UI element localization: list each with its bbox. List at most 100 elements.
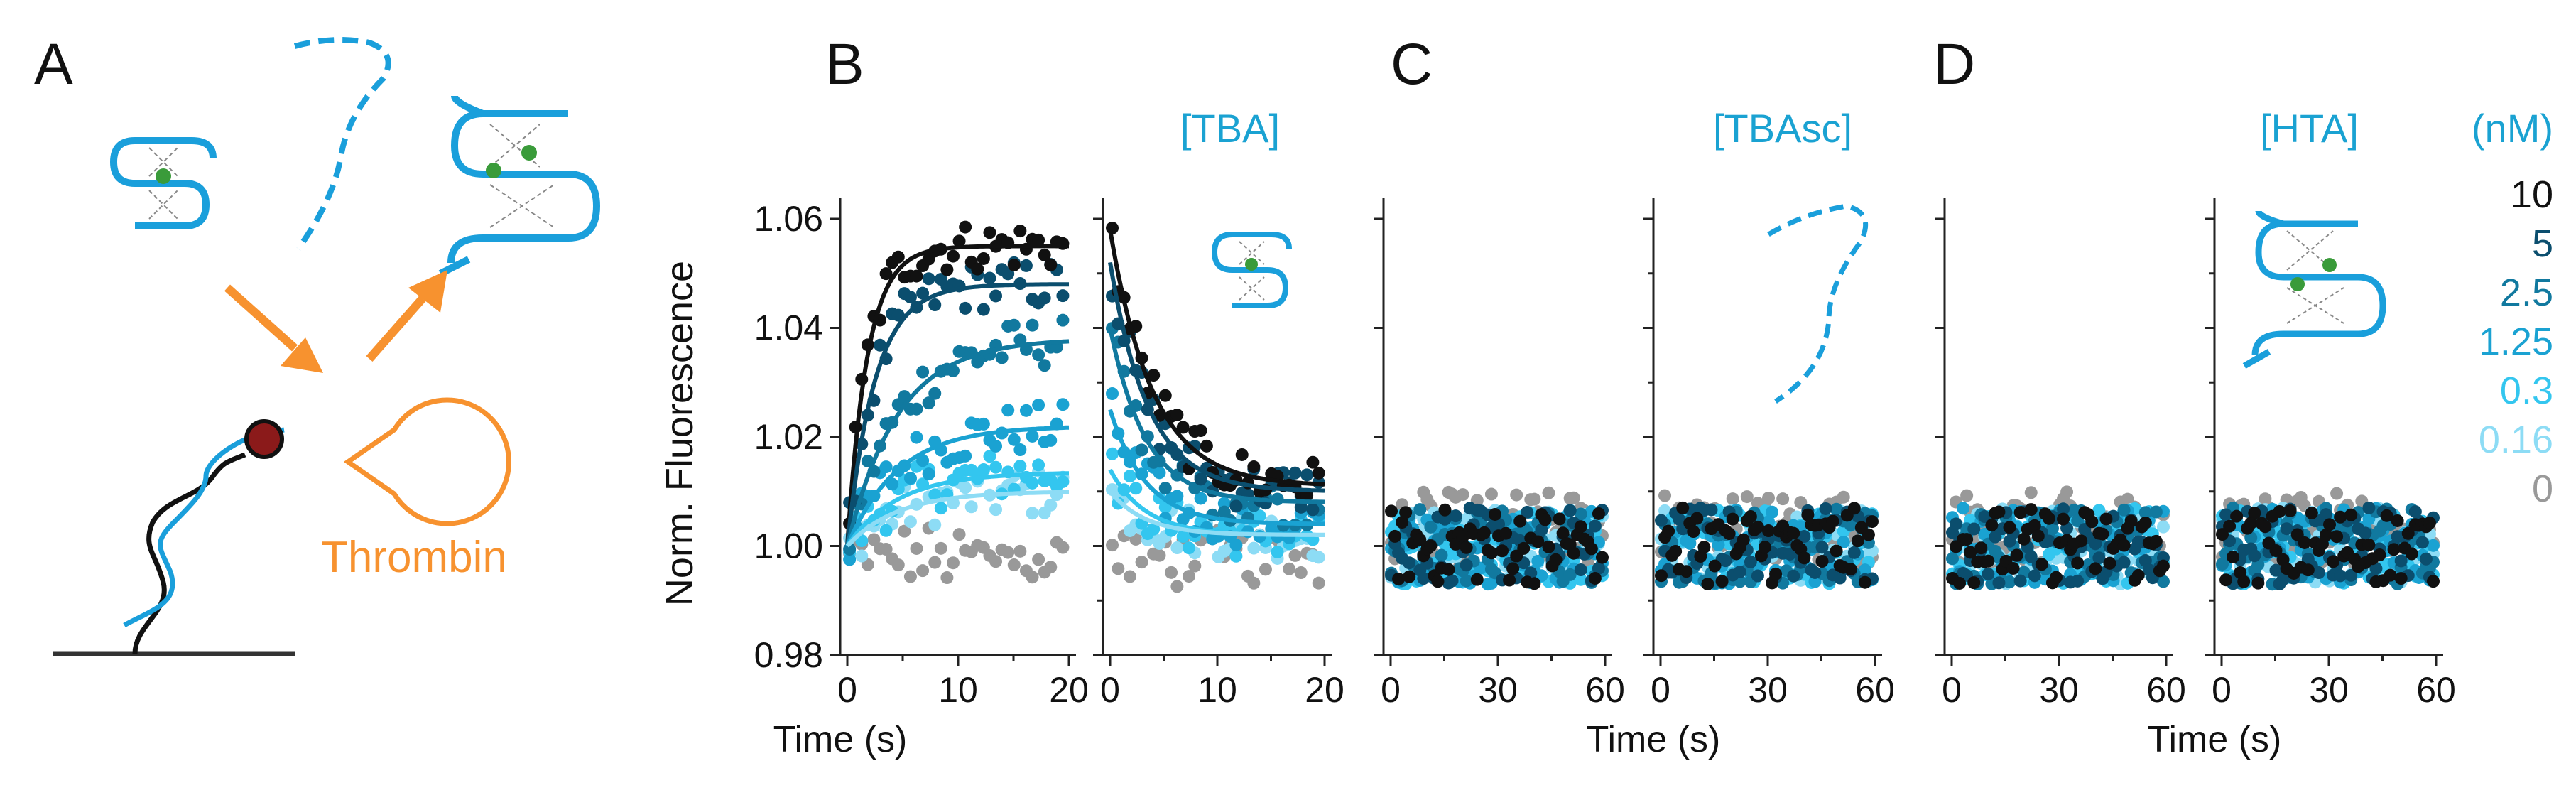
y-tick-label: 1.00 [754,526,823,566]
data-point [2089,537,2102,551]
data-point [2124,514,2138,528]
data-point [1438,503,1452,517]
data-point [1019,404,1033,417]
data-point [1399,506,1413,519]
data-point [1737,533,1750,546]
data-point [2003,575,2016,588]
data-point [1106,387,1119,401]
data-point [1413,503,1427,517]
data-point [2312,566,2325,580]
data-point [916,564,930,578]
data-point [2237,575,2251,588]
data-point [1044,258,1058,271]
data-point [843,542,857,556]
tbasc-inset-icon [1767,203,1869,404]
data-point [2057,512,2070,526]
data-point [989,460,1003,474]
data-point [1740,490,1754,504]
data-point [1837,535,1850,548]
data-point [1985,519,1999,532]
data-point [1574,520,1587,534]
data-point [2251,576,2265,590]
data-point [1844,563,1857,576]
data-point [1438,512,1452,526]
data-point [1847,502,1861,515]
data-point [1259,563,1272,576]
data-point [2387,543,2401,556]
data-point [1253,509,1266,523]
data-point [989,555,1003,568]
data-point [1680,565,1693,578]
data-point [2028,569,2041,583]
legend-unit: (nM) [2472,106,2553,151]
data-point [1499,526,1513,540]
data-point [2075,534,2088,548]
data-point [995,351,1009,364]
thrombin-label: Thrombin [321,533,507,582]
data-point [2273,504,2286,518]
data-point [940,571,954,585]
data-point [1403,570,1416,583]
data-point [1182,541,1195,555]
release-arrow-icon [366,270,447,362]
data-point [928,387,942,400]
data-point [2103,556,2116,570]
data-point [1170,580,1184,593]
x-tick-label: 0 [2212,670,2232,710]
data-point [1456,488,1469,502]
data-point [1388,529,1402,543]
data-point [1531,554,1545,568]
data-point [1726,512,1739,526]
dna-helix-strand-blue [123,427,285,628]
data-point [1776,492,1790,506]
panel-letter-c: C [1391,32,1433,97]
data-point [2096,527,2109,541]
legend-entry: 0.16 [2479,418,2553,461]
data-point [1798,530,1811,544]
data-point [2089,562,2102,575]
data-point [2006,561,2020,575]
data-point [867,533,881,546]
x-axis-label: Time (s) [1587,719,1721,760]
hta-inset-icon [2242,210,2386,369]
binding-arrow-icon [224,284,323,373]
data-point [1038,359,1051,372]
data-point [2280,522,2293,536]
tba-inset-icon [1211,232,1292,308]
data-point [1247,576,1261,590]
data-point [1001,404,1015,417]
legend-entry: 0.3 [2500,369,2553,412]
data-point [1506,562,1520,575]
x-tick-label: 0 [1100,670,1120,710]
data-point [1007,318,1021,332]
data-point [1056,541,1070,554]
data-point [928,556,942,569]
data-point [2408,505,2422,519]
data-point [1435,548,1448,562]
y-axis-label: Norm. Fluorescence [658,261,701,606]
data-point [1563,504,1577,517]
data-point [977,417,990,431]
data-point [2017,532,2031,546]
data-point [946,249,960,263]
data-point [1974,541,1988,555]
panel-letter-d: D [1933,32,1975,97]
data-point [1862,528,1875,541]
data-point [1851,534,1864,548]
data-point [1038,248,1051,261]
x-tick-label: 10 [938,670,978,710]
data-point [2013,574,2027,588]
data-point [1766,505,1779,519]
data-point [2298,536,2311,549]
data-point [989,503,1003,517]
data-point [1229,539,1243,552]
data-point [1013,544,1027,558]
data-point [1744,509,1757,523]
data-point [1032,399,1045,412]
data-point [2117,539,2131,552]
data-point [1705,503,1718,517]
data-point [898,524,911,538]
data-point [1032,458,1045,472]
data-point [1442,563,1455,576]
data-point [1477,526,1491,539]
